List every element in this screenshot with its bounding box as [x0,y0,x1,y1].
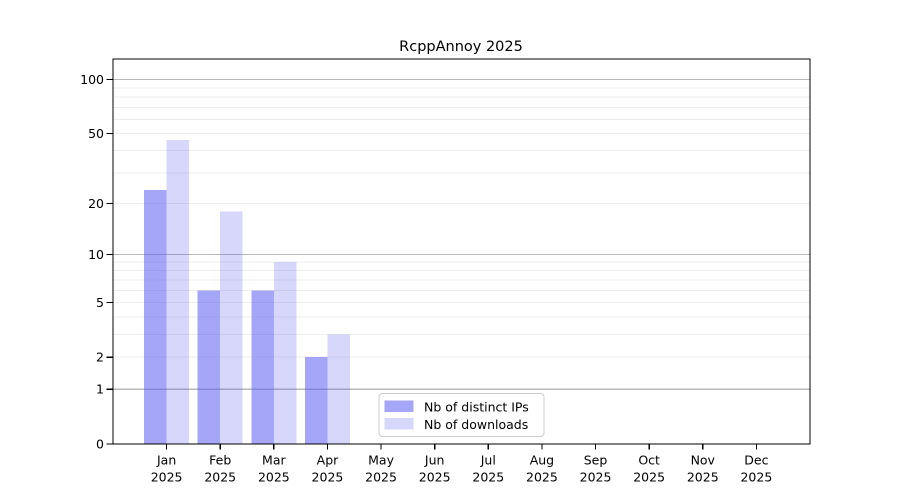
bars-layer [144,139,350,444]
y-tick-label-100: 100 [80,72,104,87]
bar-downloads-apr [327,334,350,444]
y-tick-label-10: 10 [88,247,104,262]
y-tick-label-2: 2 [96,350,104,365]
x-tick-label-month-dec: Dec [744,453,768,468]
legend-box [378,393,545,437]
y-tick-label-1: 1 [96,382,104,397]
bar-distinct-ips-mar [251,290,274,444]
x-tick-label-year-aug: 2025 [526,470,558,485]
x-tick-label-year-may: 2025 [365,470,397,485]
plot-border [112,58,811,445]
x-tick-label-month-mar: Mar [262,453,286,468]
legend-label-downloads: Nb of downloads [424,417,528,432]
x-tick-label-year-oct: 2025 [633,470,665,485]
legend-swatch-downloads [384,418,414,430]
x-tick-label-month-jul: Jul [480,453,496,468]
x-tick-label-month-sep: Sep [584,453,608,468]
x-tick-label-month-aug: Aug [530,453,554,468]
y-tick-label-50: 50 [88,126,104,141]
y-tick-label-0: 0 [96,436,104,451]
legend-label-distinct-ips: Nb of distinct IPs [424,400,529,415]
x-tick-label-month-feb: Feb [209,453,231,468]
x-tick-label-month-jan: Jan [156,453,176,468]
x-tick-label-year-feb: 2025 [204,470,236,485]
x-tick-label-year-sep: 2025 [580,470,612,485]
bar-downloads-jan [166,139,190,444]
bar-downloads-feb [220,211,243,444]
bar-downloads-mar [273,262,297,444]
x-tick-label-year-nov: 2025 [687,470,719,485]
grid-layer [113,78,810,390]
chart-title: RcppAnnoy 2025 [399,39,523,55]
bar-distinct-ips-apr [304,357,328,444]
y-tick-label-5: 5 [96,295,104,310]
y-axis: 0 1 2 5 10 20 50 100 [80,72,113,451]
x-tick-label-month-nov: Nov [691,453,716,468]
x-tick-label-month-oct: Oct [638,453,660,468]
x-tick-label-month-may: May [368,453,394,468]
x-tick-label-year-apr: 2025 [312,470,344,485]
x-tick-label-year-jan: 2025 [151,470,183,485]
bar-distinct-ips-feb [197,290,221,444]
y-tick-label-20: 20 [88,196,104,211]
x-tick-label-year-dec: 2025 [740,470,772,485]
x-tick-label-month-apr: Apr [317,453,339,468]
x-axis: Jan 2025 Feb 2025 Mar 2025 Apr 2025 May 2025 Jun 20… [151,444,772,485]
bar-distinct-ips-jan [144,189,167,444]
x-tick-label-year-jul: 2025 [472,470,504,485]
x-tick-label-year-jun: 2025 [419,470,451,485]
x-tick-label-month-jun: Jun [424,453,445,468]
legend: Nb of distinct IPs Nb of downloads [378,393,545,437]
x-tick-label-year-mar: 2025 [258,470,290,485]
legend-swatch-distinct-ips [384,400,414,412]
